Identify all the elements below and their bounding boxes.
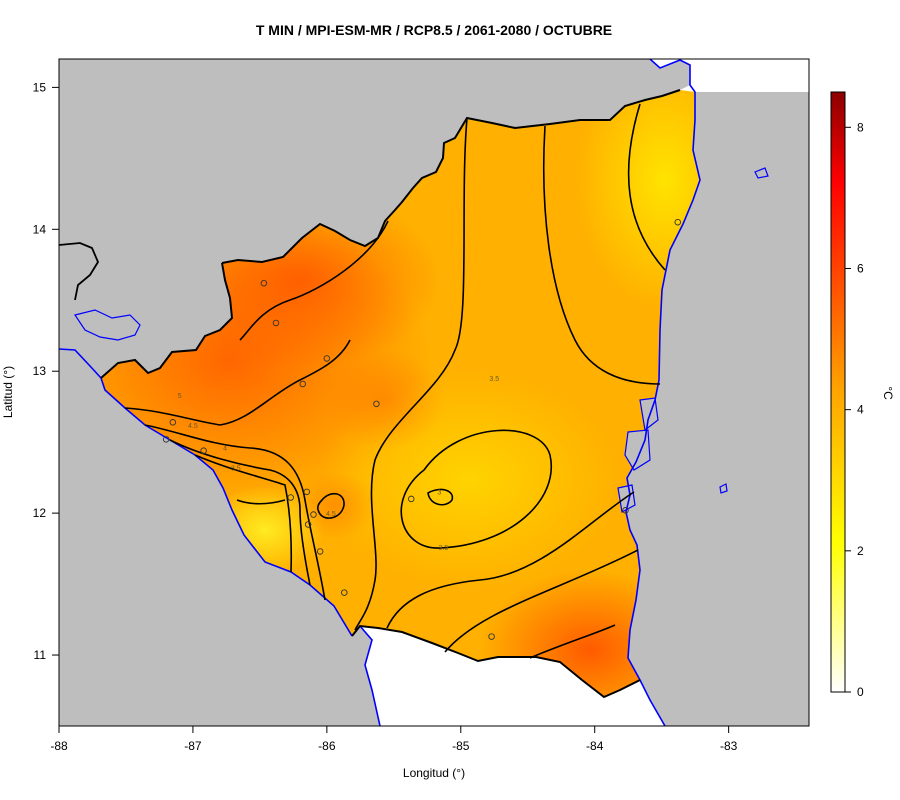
colorbar-tick-label: 2	[857, 544, 864, 558]
isotherms	[124, 103, 666, 659]
x-tick-label: -88	[50, 739, 68, 753]
costa-rica-coastline	[359, 625, 381, 726]
x-tick-label: -83	[720, 739, 738, 753]
colorbar-tick-label: 6	[857, 261, 864, 275]
contour-line	[427, 488, 454, 506]
station-marker	[272, 319, 280, 327]
contour-labels: 3 3.5 3.5 3.5 4 4.5 4.5 5	[178, 376, 500, 552]
station-marker	[162, 436, 170, 443]
pacific-coastline	[59, 348, 353, 637]
caribbean-coastline	[625, 59, 701, 726]
contour-line	[144, 424, 326, 601]
contour-line	[543, 125, 661, 385]
southern-border	[351, 624, 641, 699]
station-marker	[304, 521, 312, 528]
contour-line	[386, 491, 635, 629]
station-marker	[260, 279, 268, 287]
contour-line	[194, 454, 293, 573]
station-marker	[287, 494, 294, 501]
x-axis: -88 -87 -86 -85 -84 -83	[50, 726, 738, 753]
contour-value-label: 4.5	[188, 423, 198, 430]
contour-line	[317, 492, 345, 519]
colorbar-tick-label: 4	[857, 403, 864, 417]
honduras-elsalvador-border	[59, 242, 100, 301]
station-marker	[316, 548, 324, 555]
station-marker	[373, 400, 380, 408]
contour-line	[444, 549, 639, 653]
station-marker	[488, 633, 495, 640]
contour-line	[400, 429, 553, 549]
y-tick-label: 14	[33, 222, 47, 236]
y-tick-label: 15	[33, 80, 47, 94]
contour-line	[124, 339, 351, 426]
station-marker	[407, 495, 415, 503]
contour-value-label: 3	[437, 490, 441, 497]
lake-managua	[74, 309, 141, 341]
colorbar-tick-label: 8	[857, 120, 864, 134]
x-tick-label: -84	[586, 739, 604, 753]
northern-border	[221, 89, 681, 264]
contour-value-label: 3.5	[231, 466, 241, 473]
lagoon-east-2	[624, 429, 651, 471]
y-tick-label: 12	[33, 506, 47, 520]
y-axis-label: Latitud (°)	[1, 366, 15, 418]
y-axis: 11 12 13 14 15	[33, 80, 59, 662]
colorbar: 0 2 4 6 8 °C	[830, 91, 895, 699]
lagoon-east-3	[617, 484, 636, 513]
contour-value-label: 4	[223, 446, 227, 453]
gulf-water	[59, 350, 380, 726]
colorbar-tick-label: 0	[857, 685, 864, 699]
contour-line	[239, 220, 389, 341]
station-marker	[200, 447, 207, 454]
colorbar-gradient	[830, 91, 846, 693]
contour-line	[169, 439, 311, 586]
x-axis-label: Longitud (°)	[403, 766, 465, 780]
caribbean-area	[626, 92, 809, 726]
station-marker	[303, 488, 311, 496]
y-tick-label: 13	[33, 364, 47, 378]
contour-line	[627, 103, 666, 271]
honduras-land	[59, 59, 690, 380]
x-tick-label: -87	[184, 739, 202, 753]
station-marker	[323, 355, 331, 362]
x-tick-label: -86	[318, 739, 336, 753]
plot-area: 3 3.5 3.5 3.5 4 4.5 4.5 5	[59, 59, 809, 726]
contour-value-label: 3.5	[439, 545, 449, 552]
station-marker	[310, 511, 317, 518]
contour-line	[354, 117, 468, 631]
contour-line	[236, 499, 286, 505]
island-small	[719, 483, 728, 494]
weather-stations	[162, 218, 682, 640]
station-marker	[341, 589, 348, 596]
plot-frame	[58, 58, 810, 727]
colorbar-ticks: 0 2 4 6 8	[845, 120, 864, 699]
northern-border-west	[100, 262, 234, 379]
station-marker	[169, 419, 177, 426]
costa-rica-land	[360, 626, 665, 726]
station-marker	[622, 507, 629, 514]
contour-value-label: 4.5	[326, 511, 336, 518]
station-marker	[674, 218, 682, 226]
colorbar-label: °C	[881, 386, 895, 400]
contour-line	[529, 624, 616, 659]
contour-value-label: 5	[178, 393, 182, 400]
map-title: T MIN / MPI-ESM-MR / RCP8.5 / 2061-2080 …	[256, 22, 612, 38]
contour-value-label: 3.5	[489, 376, 499, 383]
station-marker	[299, 380, 307, 388]
x-tick-label: -85	[452, 739, 470, 753]
islands-north	[754, 167, 769, 179]
y-tick-label: 11	[34, 648, 47, 662]
